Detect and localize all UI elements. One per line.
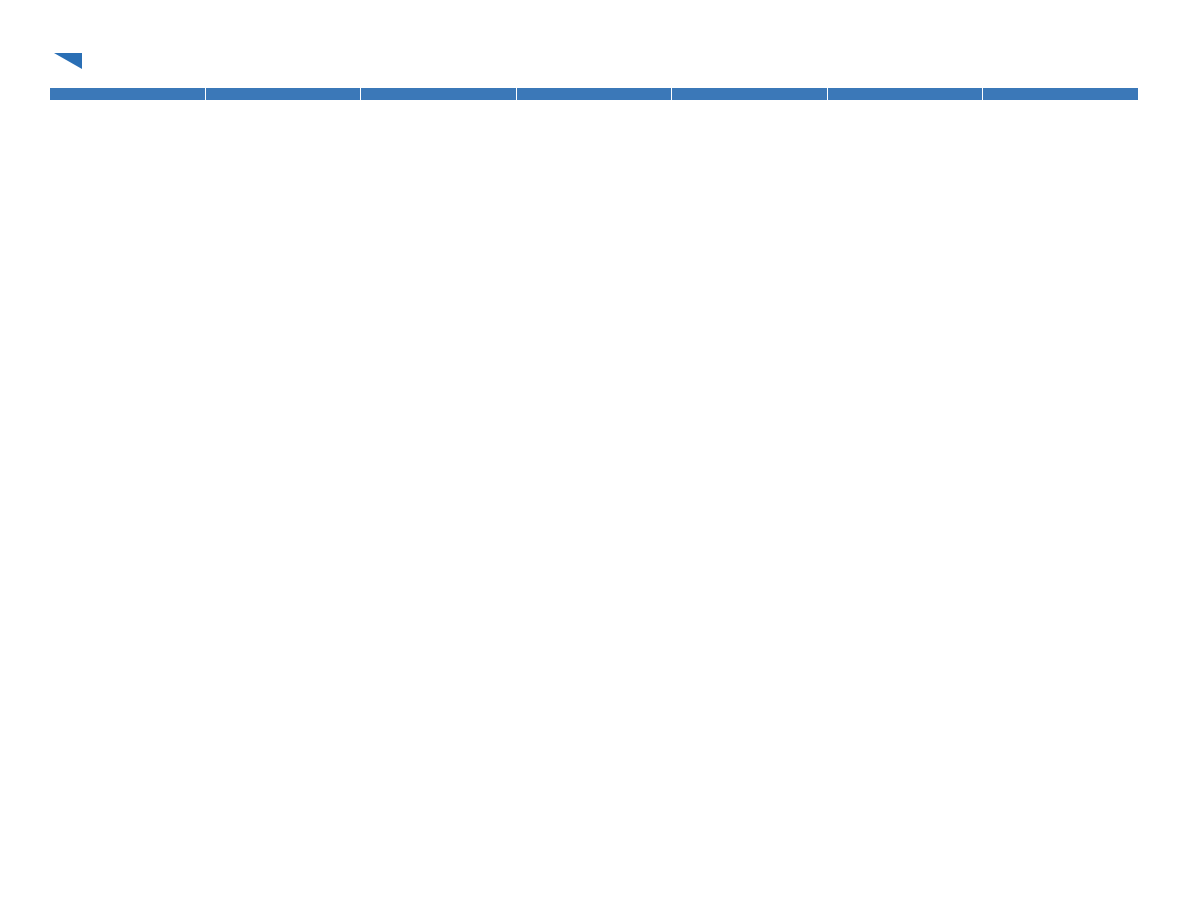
day-header bbox=[827, 88, 982, 100]
day-header bbox=[50, 88, 205, 100]
logo bbox=[50, 50, 102, 78]
header bbox=[50, 50, 1138, 78]
day-header bbox=[672, 88, 827, 100]
day-header bbox=[516, 88, 671, 100]
flag-icon bbox=[54, 50, 82, 78]
day-header bbox=[361, 88, 516, 100]
day-header bbox=[205, 88, 360, 100]
day-header bbox=[983, 88, 1138, 100]
calendar-table bbox=[50, 88, 1138, 100]
logo-top-row bbox=[50, 50, 102, 78]
day-header-row bbox=[50, 88, 1138, 100]
